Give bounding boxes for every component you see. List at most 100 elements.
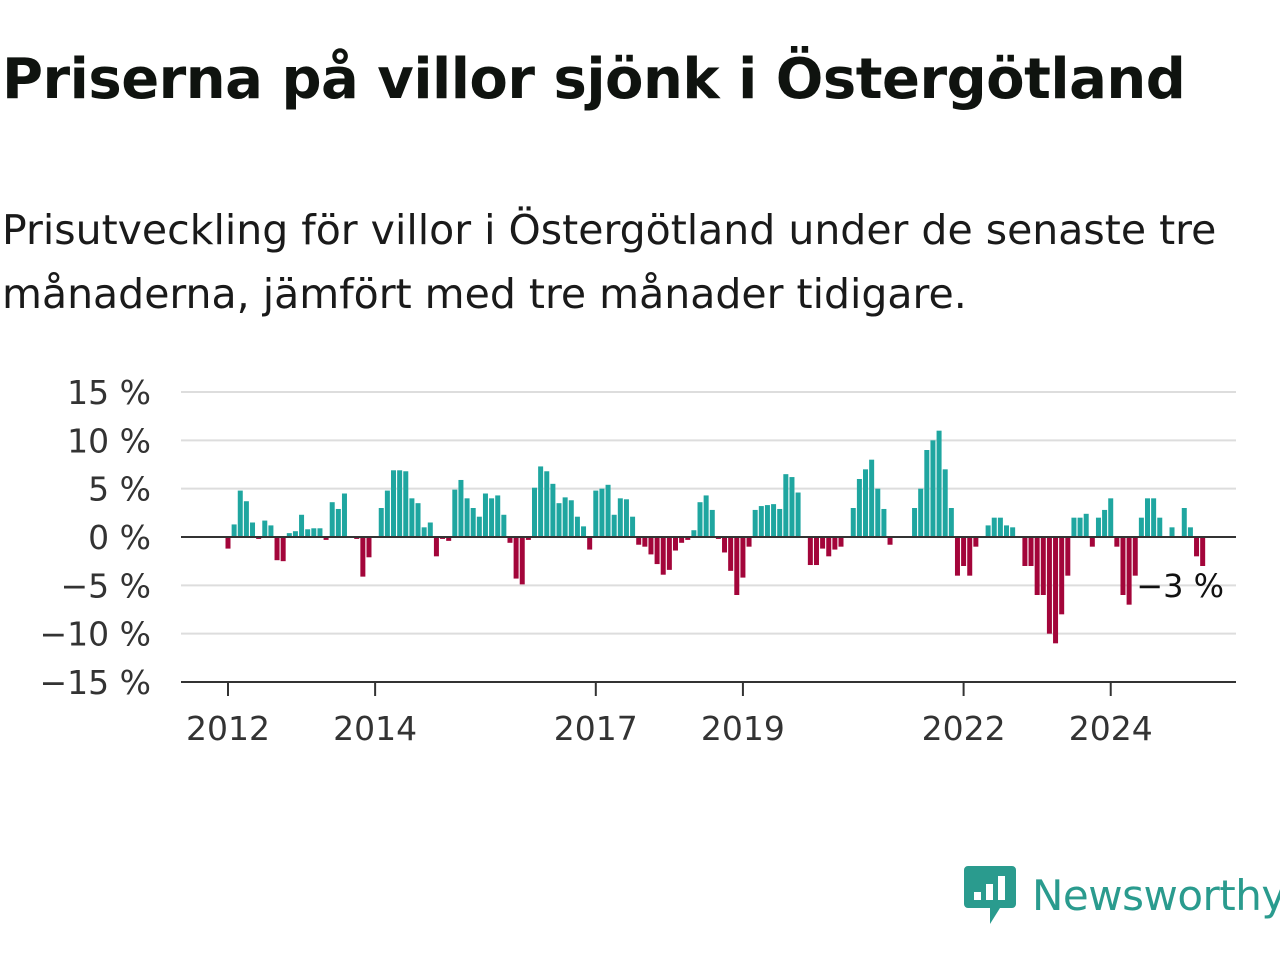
latest-value-label: −3 % [1136, 567, 1224, 605]
bar [623, 499, 629, 537]
bar [856, 479, 862, 537]
bar [709, 509, 715, 537]
bar [427, 522, 433, 537]
bar [525, 537, 531, 540]
bar [991, 517, 997, 537]
bar [697, 502, 703, 537]
bar [1046, 537, 1052, 634]
bar [1132, 537, 1138, 576]
bar [1022, 537, 1028, 566]
y-tick-label: 5 % [88, 470, 151, 509]
bar [666, 537, 672, 570]
bar [942, 469, 948, 537]
bar [881, 508, 887, 537]
bar [924, 450, 930, 537]
bar [1095, 517, 1101, 537]
bar [286, 533, 292, 537]
bar [1126, 537, 1132, 605]
bar [599, 488, 605, 537]
bar [360, 537, 366, 577]
bar [225, 537, 231, 549]
bar [1102, 509, 1108, 537]
bar [611, 514, 617, 537]
bar [703, 495, 709, 537]
bar [654, 537, 660, 565]
chart-title: Priserna på villor sjönk i Östergötland [2, 47, 1186, 112]
bar [1194, 537, 1200, 557]
x-axis-labels: 2012 2014 2017 2019 2022 2024 [186, 682, 1153, 748]
bar [378, 508, 384, 537]
axes [181, 536, 1236, 683]
bar [1034, 537, 1040, 595]
y-tick-label: −10 % [40, 615, 152, 654]
bar [562, 497, 568, 537]
bar [292, 531, 298, 537]
bar [1108, 498, 1114, 537]
bar [740, 537, 746, 578]
bar [685, 537, 691, 540]
bar [813, 537, 819, 566]
bar [826, 537, 832, 557]
bar [648, 537, 654, 555]
bar [446, 537, 452, 541]
bar [507, 537, 513, 543]
bar [930, 440, 936, 537]
bar [366, 537, 372, 558]
bar [391, 470, 397, 537]
bar [1181, 508, 1187, 537]
bar [722, 537, 728, 553]
bar [746, 537, 752, 547]
y-tick-label: −15 % [40, 663, 152, 702]
bar [636, 537, 642, 545]
bar [807, 537, 813, 566]
bar [783, 474, 789, 537]
bar [1157, 517, 1163, 537]
bar [1059, 537, 1065, 615]
bar [341, 493, 347, 537]
bar [476, 516, 482, 537]
bar [795, 492, 801, 537]
x-tick-label: 2014 [333, 709, 417, 748]
y-tick-label: 15 % [67, 373, 151, 412]
bar [936, 430, 942, 537]
x-tick-label: 2024 [1069, 709, 1153, 748]
bar [771, 504, 777, 537]
bar [1053, 537, 1059, 644]
newsworthy-logo-icon [964, 866, 1016, 924]
bar [458, 479, 464, 537]
y-axis-labels: 15 % 10 % 5 % 0 % −5 % −10 % −15 % [40, 373, 152, 702]
bar [789, 477, 795, 537]
bar [1083, 513, 1089, 537]
bar [433, 537, 439, 557]
bar [1071, 517, 1077, 537]
bar [495, 495, 501, 537]
bar [550, 483, 556, 537]
bar [409, 498, 415, 537]
bar [764, 505, 770, 537]
bar [869, 459, 875, 537]
bar [1065, 537, 1071, 576]
x-tick-label: 2019 [701, 709, 785, 748]
bar [568, 500, 574, 537]
bar [305, 529, 311, 537]
bar [863, 469, 869, 537]
newsworthy-brand: Newsworthy [964, 862, 1280, 928]
bar [918, 488, 924, 537]
bar [1169, 527, 1175, 537]
x-tick-label: 2022 [922, 709, 1006, 748]
bar [1151, 498, 1157, 537]
bar [954, 537, 960, 576]
bar [820, 537, 826, 549]
bar [1120, 537, 1126, 595]
bar [397, 470, 403, 537]
bar [777, 508, 783, 537]
bar [961, 537, 967, 566]
bar [250, 522, 256, 537]
bar [587, 537, 593, 550]
bar [470, 508, 476, 537]
bar [752, 509, 758, 537]
bar [311, 528, 317, 537]
y-tick-label: −5 % [61, 566, 152, 605]
bar [482, 493, 488, 537]
bar [262, 520, 268, 537]
